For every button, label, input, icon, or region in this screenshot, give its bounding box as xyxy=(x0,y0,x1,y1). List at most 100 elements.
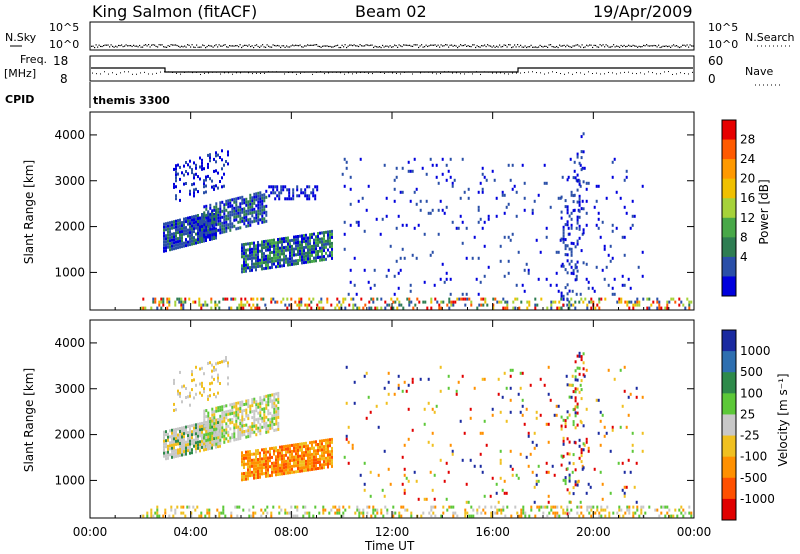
data-cell xyxy=(331,455,333,459)
nsky-point xyxy=(97,46,99,48)
data-cell xyxy=(187,216,189,220)
data-cell xyxy=(631,449,634,453)
data-cell xyxy=(241,264,243,268)
data-cell xyxy=(398,514,401,518)
data-cell xyxy=(263,217,266,221)
data-cell xyxy=(311,235,313,239)
data-cell xyxy=(233,224,236,228)
nsky-point xyxy=(224,44,226,46)
data-cell xyxy=(576,511,579,515)
data-cell xyxy=(265,242,267,246)
data-cell xyxy=(313,256,315,260)
data-cell xyxy=(270,191,273,195)
data-cell xyxy=(629,392,632,396)
data-cell xyxy=(564,247,567,251)
data-cell xyxy=(203,439,206,443)
data-cell xyxy=(179,451,181,454)
data-cell xyxy=(399,190,402,194)
data-cell xyxy=(384,300,387,304)
data-cell xyxy=(492,297,495,301)
data-cell xyxy=(193,378,195,382)
data-cell xyxy=(348,505,351,509)
data-cell xyxy=(529,452,532,456)
data-cell xyxy=(439,365,442,369)
data-cell xyxy=(502,306,505,310)
data-cell xyxy=(197,238,199,241)
data-cell xyxy=(285,257,287,261)
nsky-tick-top: 10^5 xyxy=(49,21,79,34)
nsky-point xyxy=(509,44,511,46)
data-cell xyxy=(327,453,329,457)
data-cell xyxy=(367,280,370,284)
data-cell xyxy=(257,244,259,247)
data-cell xyxy=(179,224,181,228)
data-cell xyxy=(235,422,238,426)
data-cell xyxy=(331,253,333,257)
data-cell xyxy=(207,441,210,445)
nsky-point xyxy=(473,44,475,46)
data-cell xyxy=(580,156,583,160)
data-cell xyxy=(277,394,280,398)
data-cell xyxy=(217,153,219,157)
data-cell xyxy=(572,194,575,198)
data-cell xyxy=(237,437,240,441)
data-cell xyxy=(579,292,582,296)
data-cell xyxy=(547,440,550,444)
nsky-point xyxy=(676,45,678,47)
data-cell xyxy=(297,259,299,262)
data-cell xyxy=(261,202,264,206)
data-cell xyxy=(195,214,197,218)
data-cell xyxy=(180,297,183,301)
data-cell xyxy=(580,168,583,172)
data-cell xyxy=(544,505,547,509)
data-cell xyxy=(296,188,299,192)
data-cell xyxy=(372,505,375,509)
data-cell xyxy=(259,405,262,409)
data-cell xyxy=(241,207,244,211)
data-cell xyxy=(267,418,270,422)
data-cell xyxy=(293,461,295,465)
data-cell xyxy=(247,248,249,252)
data-cell xyxy=(183,435,185,439)
data-cell xyxy=(582,424,585,428)
data-cell xyxy=(175,164,177,168)
nsky-point xyxy=(518,46,520,48)
data-cell xyxy=(257,417,260,421)
data-cell xyxy=(368,306,371,310)
data-cell xyxy=(271,262,273,266)
data-cell xyxy=(191,373,193,377)
data-cell xyxy=(171,446,173,450)
data-cell xyxy=(632,306,635,310)
data-cell xyxy=(179,233,181,237)
data-cell xyxy=(183,223,185,227)
data-cell xyxy=(193,227,195,231)
data-cell xyxy=(248,508,251,512)
data-cell xyxy=(587,286,590,290)
data-cell xyxy=(191,221,193,225)
data-cell xyxy=(536,303,539,307)
data-cell xyxy=(221,149,223,153)
data-cell xyxy=(173,434,175,438)
data-cell xyxy=(249,193,252,197)
data-cell xyxy=(352,297,355,301)
data-cell xyxy=(568,383,571,387)
data-cell xyxy=(230,297,233,301)
data-cell xyxy=(275,467,277,471)
data-cell xyxy=(566,211,569,215)
data-cell xyxy=(295,235,297,239)
data-cell xyxy=(255,204,258,208)
nsky-point xyxy=(334,45,336,47)
nsky-point xyxy=(157,46,159,48)
data-cell xyxy=(325,251,327,255)
data-cell xyxy=(311,244,313,248)
data-cell xyxy=(393,274,396,278)
data-cell xyxy=(343,232,346,236)
data-cell xyxy=(285,444,287,448)
data-cell xyxy=(317,235,319,238)
nave-point xyxy=(512,72,513,74)
data-cell xyxy=(461,292,464,296)
data-cell xyxy=(185,443,187,447)
data-cell xyxy=(205,409,208,413)
data-cell xyxy=(191,370,193,374)
data-cell xyxy=(213,392,215,396)
